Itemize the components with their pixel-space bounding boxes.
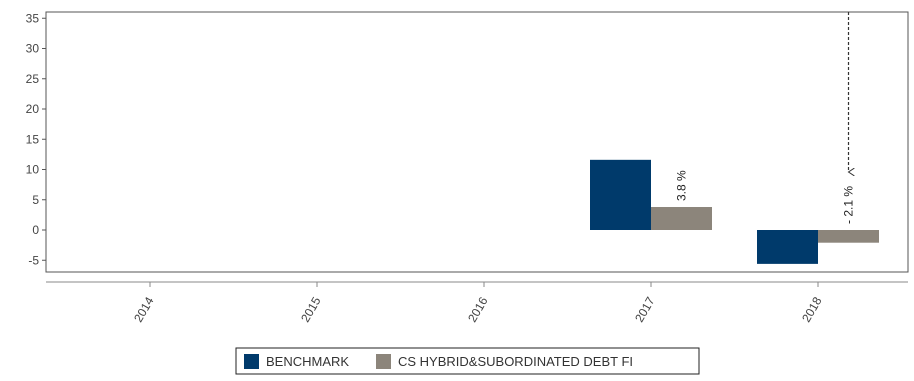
y-tick-label: 15 bbox=[26, 132, 40, 146]
y-tick-label: 25 bbox=[26, 72, 40, 86]
data-label: - 2.1 % bbox=[842, 186, 856, 224]
y-tick-label: 5 bbox=[32, 193, 39, 207]
x-tick-label: 2016 bbox=[465, 294, 491, 324]
x-axis: 2014 2015 2016 2017 2018 bbox=[131, 282, 825, 325]
bar-benchmark-2018 bbox=[757, 230, 818, 264]
y-tick-label: -5 bbox=[28, 253, 39, 267]
y-tick-label: 0 bbox=[32, 223, 39, 237]
plot-frame bbox=[45, 11, 909, 273]
y-tick-label: 35 bbox=[26, 11, 40, 25]
legend-label-benchmark: BENCHMARK bbox=[266, 354, 349, 369]
y-tick-label: 30 bbox=[26, 42, 40, 56]
bar-fund-2018 bbox=[818, 230, 879, 243]
legend-swatch-benchmark bbox=[244, 354, 259, 369]
x-tick-label: 2014 bbox=[131, 294, 157, 324]
y-axis: 35 30 25 20 15 10 5 0 -5 bbox=[26, 11, 46, 267]
legend-label-fund: CS HYBRID&SUBORDINATED DEBT FI bbox=[398, 354, 633, 369]
bars bbox=[590, 159, 879, 264]
x-tick-label: 2017 bbox=[632, 294, 658, 324]
x-tick-label: 2015 bbox=[298, 294, 324, 324]
legend-swatch-fund bbox=[376, 354, 391, 369]
annotations: 3.8 % - 2.1 % bbox=[675, 12, 856, 224]
bar-benchmark-2017 bbox=[590, 159, 651, 230]
x-tick-label: 2018 bbox=[799, 294, 825, 324]
y-tick-label: 20 bbox=[26, 102, 40, 116]
y-tick-label: 10 bbox=[26, 163, 40, 177]
legend-box bbox=[235, 347, 700, 375]
data-label: 3.8 % bbox=[675, 170, 689, 201]
legend: BENCHMARK CS HYBRID&SUBORDINATED DEBT FI bbox=[235, 347, 700, 375]
bar-fund-2017 bbox=[651, 207, 712, 230]
